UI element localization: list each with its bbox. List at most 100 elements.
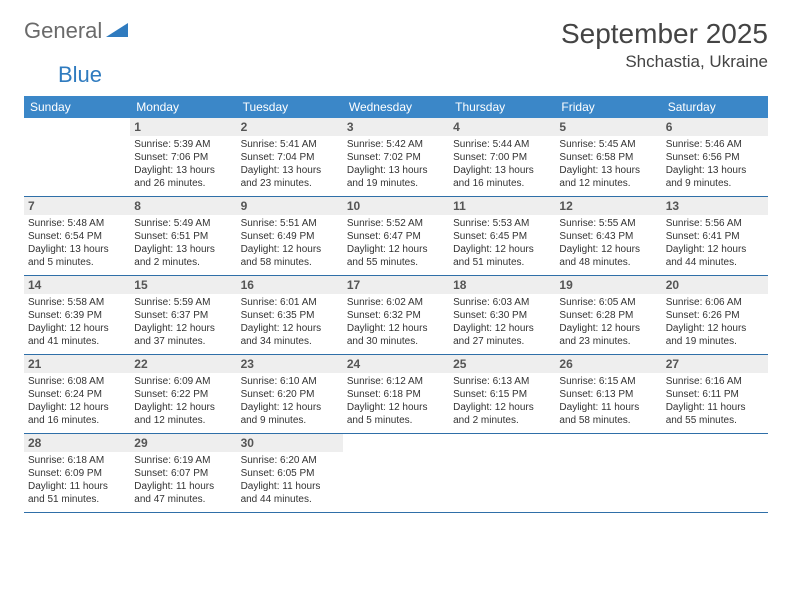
empty-day <box>662 434 768 452</box>
day-cell: 22Sunrise: 6:09 AMSunset: 6:22 PMDayligh… <box>130 355 236 434</box>
logo-word1: General <box>24 18 102 44</box>
day-cell: 25Sunrise: 6:13 AMSunset: 6:15 PMDayligh… <box>449 355 555 434</box>
day-cell <box>662 434 768 513</box>
day-number: 16 <box>237 276 343 294</box>
day-cell <box>555 434 661 513</box>
day-detail: Sunrise: 5:53 AMSunset: 6:45 PMDaylight:… <box>453 217 551 269</box>
day-number: 11 <box>449 197 555 215</box>
weekday-header: Saturday <box>662 96 768 118</box>
sunrise-text: Sunrise: 6:13 AM <box>453 375 551 388</box>
day-cell: 7Sunrise: 5:48 AMSunset: 6:54 PMDaylight… <box>24 197 130 276</box>
sunset-text: Sunset: 6:05 PM <box>241 467 339 480</box>
daylight-text: Daylight: 12 hours and 34 minutes. <box>241 322 339 348</box>
daylight-text: Daylight: 13 hours and 2 minutes. <box>134 243 232 269</box>
day-number: 22 <box>130 355 236 373</box>
sunset-text: Sunset: 6:09 PM <box>28 467 126 480</box>
day-detail: Sunrise: 5:56 AMSunset: 6:41 PMDaylight:… <box>666 217 764 269</box>
sunset-text: Sunset: 6:41 PM <box>666 230 764 243</box>
day-number: 13 <box>662 197 768 215</box>
sunset-text: Sunset: 6:26 PM <box>666 309 764 322</box>
day-cell: 15Sunrise: 5:59 AMSunset: 6:37 PMDayligh… <box>130 276 236 355</box>
sunrise-text: Sunrise: 5:53 AM <box>453 217 551 230</box>
sunset-text: Sunset: 6:37 PM <box>134 309 232 322</box>
day-cell: 11 Sunrise: 5:53 AMSunset: 6:45 PMDayligh… <box>449 197 555 276</box>
daylight-text: Daylight: 13 hours and 19 minutes. <box>347 164 445 190</box>
day-cell: 2Sunrise: 5:41 AMSunset: 7:04 PMDaylight… <box>237 118 343 197</box>
sunrise-text: Sunrise: 5:45 AM <box>559 138 657 151</box>
day-cell: 21 Sunrise: 6:08 AMSunset: 6:24 PMDayligh… <box>24 355 130 434</box>
daylight-text: Daylight: 12 hours and 30 minutes. <box>347 322 445 348</box>
day-number: 10 <box>343 197 449 215</box>
day-number: 26 <box>555 355 661 373</box>
sunset-text: Sunset: 6:30 PM <box>453 309 551 322</box>
sunset-text: Sunset: 6:35 PM <box>241 309 339 322</box>
sunset-text: Sunset: 6:13 PM <box>559 388 657 401</box>
weekday-header: Thursday <box>449 96 555 118</box>
daylight-text: Daylight: 12 hours and 12 minutes. <box>134 401 232 427</box>
day-cell: 8Sunrise: 5:49 AMSunset: 6:51 PMDaylight… <box>130 197 236 276</box>
weekday-header: Sunday <box>24 96 130 118</box>
day-detail: Sunrise: 6:16 AMSunset: 6:11 PMDaylight:… <box>666 375 764 427</box>
daylight-text: Daylight: 13 hours and 26 minutes. <box>134 164 232 190</box>
sunrise-text: Sunrise: 6:02 AM <box>347 296 445 309</box>
sunrise-text: Sunrise: 5:51 AM <box>241 217 339 230</box>
sunrise-text: Sunrise: 5:56 AM <box>666 217 764 230</box>
daylight-text: Daylight: 12 hours and 41 minutes. <box>28 322 126 348</box>
day-number: 7 <box>24 197 130 215</box>
daylight-text: Daylight: 12 hours and 37 minutes. <box>134 322 232 348</box>
daylight-text: Daylight: 12 hours and 23 minutes. <box>559 322 657 348</box>
sunset-text: Sunset: 6:20 PM <box>241 388 339 401</box>
sunrise-text: Sunrise: 6:12 AM <box>347 375 445 388</box>
weekday-header: Friday <box>555 96 661 118</box>
sunrise-text: Sunrise: 5:55 AM <box>559 217 657 230</box>
sunset-text: Sunset: 6:18 PM <box>347 388 445 401</box>
daylight-text: Daylight: 12 hours and 48 minutes. <box>559 243 657 269</box>
sunrise-text: Sunrise: 5:39 AM <box>134 138 232 151</box>
sunrise-text: Sunrise: 6:20 AM <box>241 454 339 467</box>
sunrise-text: Sunrise: 6:06 AM <box>666 296 764 309</box>
daylight-text: Daylight: 12 hours and 9 minutes. <box>241 401 339 427</box>
weekday-header: Tuesday <box>237 96 343 118</box>
day-detail: Sunrise: 5:41 AMSunset: 7:04 PMDaylight:… <box>241 138 339 190</box>
day-cell: 23 Sunrise: 6:10 AMSunset: 6:20 PMDayligh… <box>237 355 343 434</box>
daylight-text: Daylight: 12 hours and 44 minutes. <box>666 243 764 269</box>
day-cell: 17Sunrise: 6:02 AMSunset: 6:32 PMDayligh… <box>343 276 449 355</box>
daylight-text: Daylight: 12 hours and 55 minutes. <box>347 243 445 269</box>
daylight-text: Daylight: 11 hours and 44 minutes. <box>241 480 339 506</box>
sunrise-text: Sunrise: 6:03 AM <box>453 296 551 309</box>
day-detail: Sunrise: 6:08 AMSunset: 6:24 PMDaylight:… <box>28 375 126 427</box>
sunset-text: Sunset: 6:07 PM <box>134 467 232 480</box>
daylight-text: Daylight: 11 hours and 51 minutes. <box>28 480 126 506</box>
empty-day <box>449 434 555 452</box>
day-cell: 30Sunrise: 6:20 AMSunset: 6:05 PMDayligh… <box>237 434 343 513</box>
sunset-text: Sunset: 6:51 PM <box>134 230 232 243</box>
day-number: 28 <box>24 434 130 452</box>
logo: General <box>24 18 130 44</box>
daylight-text: Daylight: 11 hours and 47 minutes. <box>134 480 232 506</box>
daylight-text: Daylight: 12 hours and 5 minutes. <box>347 401 445 427</box>
sunset-text: Sunset: 6:43 PM <box>559 230 657 243</box>
day-cell: 24Sunrise: 6:12 AMSunset: 6:18 PMDayligh… <box>343 355 449 434</box>
sunset-text: Sunset: 6:49 PM <box>241 230 339 243</box>
day-cell: 1Sunrise: 5:39 AMSunset: 7:06 PMDaylight… <box>130 118 236 197</box>
sunrise-text: Sunrise: 6:19 AM <box>134 454 232 467</box>
day-cell: 10Sunrise: 5:52 AMSunset: 6:47 PMDayligh… <box>343 197 449 276</box>
sunrise-text: Sunrise: 5:46 AM <box>666 138 764 151</box>
day-number: 6 <box>662 118 768 136</box>
day-detail: Sunrise: 6:15 AMSunset: 6:13 PMDaylight:… <box>559 375 657 427</box>
daylight-text: Daylight: 12 hours and 19 minutes. <box>666 322 764 348</box>
sunset-text: Sunset: 6:45 PM <box>453 230 551 243</box>
sunrise-text: Sunrise: 6:10 AM <box>241 375 339 388</box>
daylight-text: Daylight: 12 hours and 51 minutes. <box>453 243 551 269</box>
day-number: 21 <box>24 355 130 373</box>
day-number: 23 <box>237 355 343 373</box>
calendar-table: Sunday Monday Tuesday Wednesday Thursday… <box>24 96 768 513</box>
sunrise-text: Sunrise: 6:01 AM <box>241 296 339 309</box>
day-cell: 4Sunrise: 5:44 AMSunset: 7:00 PMDaylight… <box>449 118 555 197</box>
sunrise-text: Sunrise: 5:41 AM <box>241 138 339 151</box>
day-cell: 14Sunrise: 5:58 AMSunset: 6:39 PMDayligh… <box>24 276 130 355</box>
logo-word2: Blue <box>58 62 102 87</box>
sunset-text: Sunset: 6:54 PM <box>28 230 126 243</box>
sunrise-text: Sunrise: 6:15 AM <box>559 375 657 388</box>
title-block: September 2025 Shchastia, Ukraine <box>561 18 768 72</box>
